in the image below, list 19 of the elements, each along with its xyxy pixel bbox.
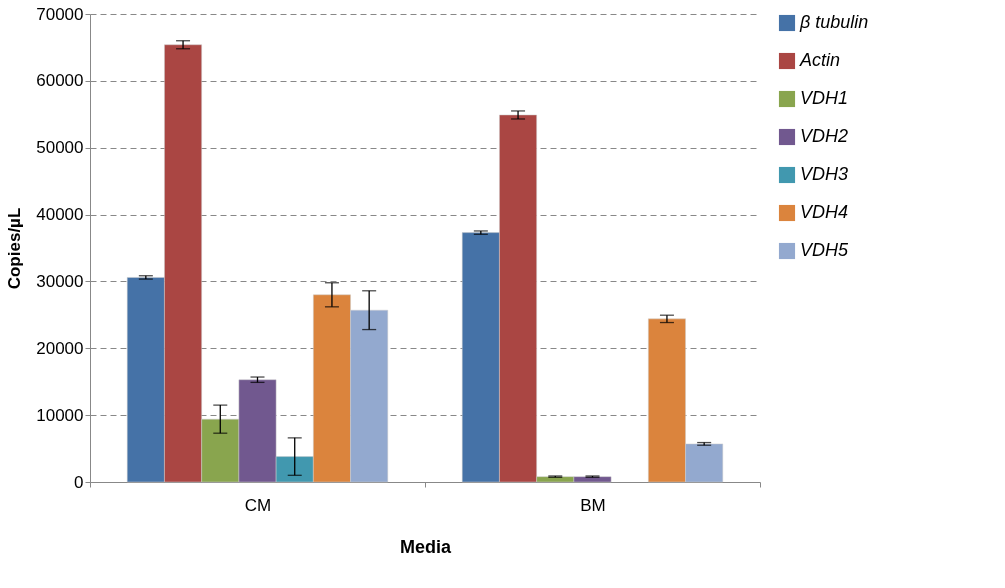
legend-label: VDH5 — [800, 240, 849, 260]
y-tick-label: 40000 — [36, 205, 84, 225]
legend-label: β tubulin — [799, 12, 869, 32]
legend-label: VDH1 — [800, 88, 849, 108]
x-axis-title: Media — [399, 536, 452, 557]
x-tick-label: CM — [244, 495, 272, 515]
x-tick-label: BM — [580, 495, 606, 515]
legend-label: Actin — [799, 50, 841, 70]
y-tick-label: 20000 — [36, 338, 84, 358]
y-tick-label: 30000 — [36, 271, 84, 291]
legend-label: VDH2 — [800, 126, 849, 146]
y-tick-label: 70000 — [36, 4, 84, 24]
y-tick-label: 60000 — [36, 71, 84, 91]
y-tick-label: 0 — [74, 472, 84, 492]
legend-label: VDH3 — [800, 164, 849, 184]
legend-label: VDH4 — [800, 202, 849, 222]
y-tick-label: 50000 — [36, 138, 84, 158]
y-axis-title: Copies/µL — [5, 207, 25, 290]
y-tick-label: 10000 — [36, 405, 84, 425]
